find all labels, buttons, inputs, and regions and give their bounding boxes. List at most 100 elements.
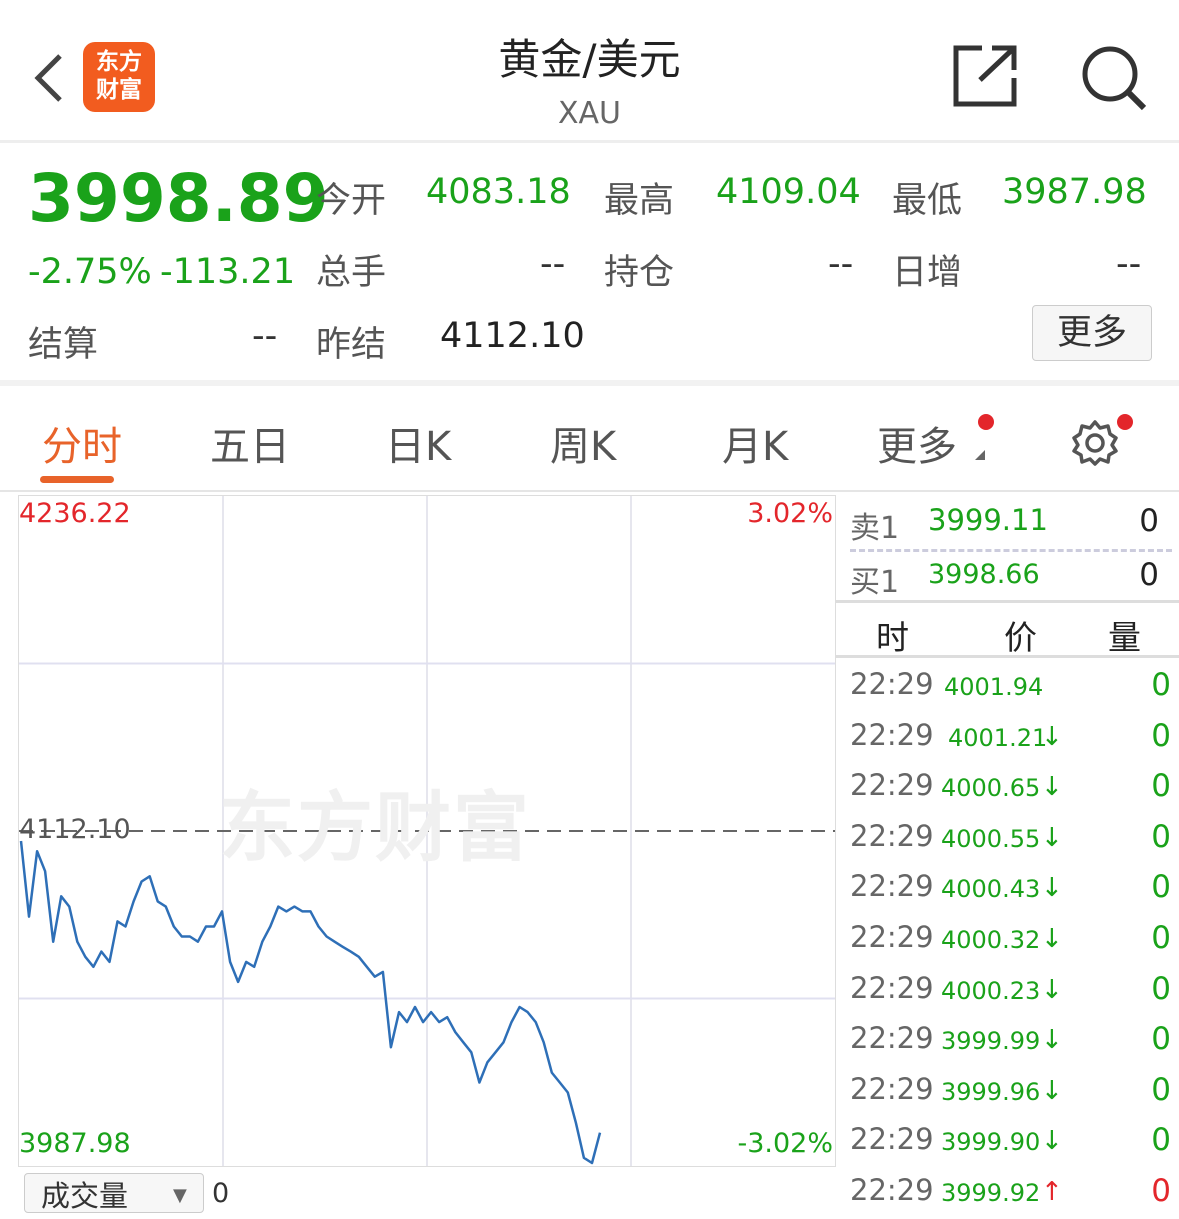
tick-direction-arrow-icon: ↓: [1041, 721, 1063, 752]
watermark: 东方财富: [219, 783, 531, 872]
notification-dot: [978, 414, 994, 430]
chart-canvas: [19, 496, 835, 1166]
prev-settle-value: 4112.10: [440, 316, 585, 356]
order-book-panel: 卖1 3999.11 0 买1 3998.66 0 时 价 量 22:29 40…: [836, 495, 1179, 1209]
ticks-header: 时 价 量: [836, 600, 1179, 658]
tick-row: 22:29 4000.32 ↓ 0: [836, 916, 1179, 966]
tab-weekly-k[interactable]: 周K: [550, 424, 617, 470]
app-logo: 东方 财富: [83, 42, 155, 112]
tick-time: 22:29: [850, 869, 934, 904]
tick-price: 3999.96: [941, 1077, 1041, 1106]
last-price: 3998.89: [28, 160, 329, 237]
quote-panel: 3998.89 -2.75% -113.21 今开 4083.18 最高 410…: [0, 146, 1179, 386]
bid-qty: 0: [1139, 557, 1159, 593]
change-value: -113.21: [160, 252, 296, 292]
symbol-code: XAU: [557, 96, 622, 131]
tick-qty: 0: [1151, 1173, 1171, 1209]
tick-qty: 0: [1151, 970, 1171, 1007]
ask-row: 卖1 3999.11 0: [836, 495, 1179, 546]
tick-time: 22:29: [850, 1071, 934, 1106]
page-title: 黄金/美元: [498, 35, 681, 84]
pct-max-label: 3.02%: [747, 498, 833, 529]
search-icon[interactable]: [1080, 44, 1148, 112]
settle-value: --: [252, 316, 278, 356]
settings-gear-icon[interactable]: [1070, 418, 1120, 468]
tick-qty: 0: [1151, 818, 1171, 855]
tick-qty: 0: [1151, 768, 1171, 805]
tick-row: 22:29 4000.23 ↓ 0: [836, 967, 1179, 1017]
daily-change-value: --: [1116, 244, 1142, 284]
back-chevron-icon[interactable]: [30, 52, 66, 104]
tick-price: 3999.92: [941, 1179, 1041, 1207]
high-label: 最高: [604, 181, 675, 221]
dropdown-corner-icon: [975, 450, 985, 460]
price-header: 价: [1004, 618, 1037, 657]
tick-price: 3999.99: [941, 1027, 1041, 1056]
ref-price-label: 4112.10: [19, 814, 131, 845]
low-label: 最低: [892, 181, 963, 221]
tick-row: 22:29 4000.55 ↓ 0: [836, 815, 1179, 865]
tick-row: 22:29 3999.90 ↓ 0: [836, 1118, 1179, 1168]
tick-time: 22:29: [850, 1021, 934, 1056]
high-value: 4109.04: [716, 172, 861, 212]
tick-row: 22:29 3999.92 ↑ 0: [836, 1169, 1179, 1219]
active-tab-indicator: [40, 476, 114, 483]
bid-label: 买1: [850, 565, 900, 600]
y-min-label: 3987.98: [19, 1128, 131, 1159]
top-bar: 东方 财富 黄金/美元 XAU: [0, 0, 1179, 143]
tick-price: 4000.23: [941, 976, 1041, 1005]
tab-five-day[interactable]: 五日: [210, 424, 290, 470]
tick-time: 22:29: [850, 970, 934, 1005]
tick-row: 22:29 4000.65 ↓ 0: [836, 764, 1179, 814]
volume-label: 总手: [316, 253, 387, 293]
share-icon[interactable]: [952, 44, 1020, 108]
tick-qty: 0: [1151, 1071, 1171, 1108]
tick-price: 4000.43: [941, 875, 1041, 904]
tab-daily-k[interactable]: 日K: [385, 424, 452, 470]
pct-min-label: -3.02%: [737, 1128, 833, 1159]
open-interest-value: --: [828, 244, 854, 284]
tab-intraday[interactable]: 分时: [42, 424, 122, 470]
tick-row: 22:29 4001.21 ↓ 0: [836, 714, 1179, 764]
time-header: 时: [876, 618, 909, 657]
tick-time: 22:29: [850, 768, 934, 803]
volume-indicator-select[interactable]: 成交量 ▼: [24, 1173, 204, 1213]
tab-monthly-k[interactable]: 月K: [722, 424, 789, 470]
ask-price: 3999.11: [928, 503, 1048, 537]
tab-more[interactable]: 更多: [877, 424, 957, 470]
settle-label: 结算: [28, 325, 99, 365]
ask-qty: 0: [1139, 503, 1159, 539]
open-label: 今开: [316, 181, 387, 221]
tick-time: 22:29: [850, 920, 934, 954]
y-max-label: 4236.22: [19, 498, 131, 529]
tick-time: 22:29: [850, 667, 934, 701]
divider: [850, 549, 1172, 552]
tick-qty: 0: [1151, 1122, 1171, 1159]
tick-price: 4000.32: [941, 926, 1041, 954]
tick-price: 4000.65: [941, 774, 1041, 803]
tick-direction-arrow-icon: ↓: [1041, 822, 1063, 853]
tick-price: 4001.94: [944, 673, 1044, 701]
daily-change-label: 日增: [892, 253, 963, 293]
tick-direction-arrow-icon: ↓: [1041, 974, 1063, 1005]
tick-price: 3999.90: [941, 1128, 1041, 1157]
tick-price: 4001.21: [948, 723, 1048, 752]
prev-settle-label: 昨结: [316, 325, 387, 365]
ask-label: 卖1: [850, 511, 900, 546]
tick-direction-arrow-icon: ↓: [1041, 873, 1063, 904]
intraday-chart[interactable]: 东方财富 4236.22 3.02% 4112.10 3987.98 -3.02…: [18, 495, 836, 1167]
open-interest-label: 持仓: [604, 253, 675, 293]
tick-qty: 0: [1151, 717, 1171, 754]
tick-time: 22:29: [850, 717, 934, 752]
tick-time: 22:29: [850, 1173, 934, 1207]
tick-price: 4000.55: [941, 824, 1041, 853]
volume-indicator-label: 成交量: [41, 1179, 129, 1213]
more-button[interactable]: 更多: [1032, 305, 1152, 361]
change-pct: -2.75%: [28, 252, 152, 292]
bid-price: 3998.66: [928, 559, 1040, 590]
tick-direction-arrow-icon: ↑: [1041, 1177, 1063, 1207]
volume-value: --: [540, 244, 566, 284]
dropdown-arrow-icon: ▼: [173, 1185, 187, 1206]
volume-indicator-value: 0: [212, 1178, 230, 1209]
qty-header: 量: [1108, 618, 1141, 657]
